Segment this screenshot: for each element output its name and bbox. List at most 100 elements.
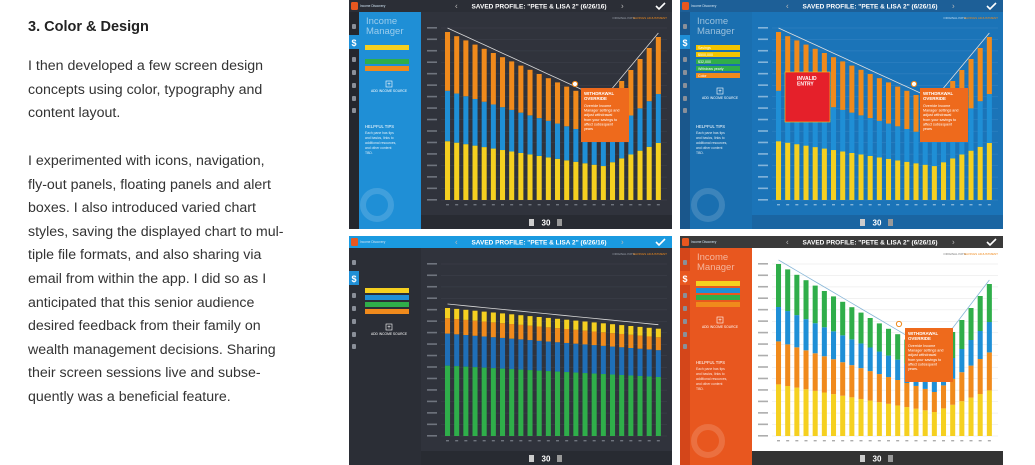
bar-segment bbox=[968, 108, 974, 151]
path-line bbox=[447, 27, 659, 100]
x-label-placeholder bbox=[574, 204, 578, 206]
sidebar bbox=[359, 248, 421, 465]
bar-segment bbox=[481, 311, 487, 322]
x-label-placeholder bbox=[804, 204, 808, 206]
field-label: $500,000 bbox=[698, 53, 713, 57]
bar-segment bbox=[646, 349, 652, 377]
bar-segment bbox=[941, 162, 947, 200]
bar-segment bbox=[950, 404, 956, 436]
add-plus: + bbox=[718, 89, 722, 95]
chart-icon bbox=[860, 219, 865, 226]
bar-segment bbox=[573, 129, 579, 162]
tips-title: HELPFUL TIPS bbox=[365, 124, 394, 129]
bar-segment bbox=[977, 394, 983, 436]
bar-segment bbox=[445, 365, 451, 436]
bar-segment bbox=[886, 158, 892, 200]
bar-segment bbox=[986, 284, 992, 322]
x-label-placeholder bbox=[620, 440, 624, 442]
axis-label-placeholder bbox=[758, 308, 768, 311]
x-label-placeholder bbox=[795, 440, 799, 442]
bar-segment bbox=[794, 40, 800, 97]
bar-segment bbox=[591, 164, 597, 200]
bottom-bar bbox=[421, 451, 672, 465]
nav-icon bbox=[683, 96, 687, 101]
income-row bbox=[696, 302, 740, 307]
bar-segment bbox=[858, 154, 864, 200]
bar-segment bbox=[968, 308, 974, 340]
bar-segment bbox=[986, 37, 992, 95]
nav-strip bbox=[349, 248, 359, 465]
callout-line: adjust withdrawal bbox=[908, 353, 936, 357]
x-label-placeholder bbox=[510, 440, 514, 442]
bar-segment bbox=[840, 335, 846, 363]
axis-label-placeholder bbox=[758, 274, 768, 277]
bar-segment bbox=[454, 319, 460, 335]
bar-segment bbox=[454, 308, 460, 320]
bar-segment bbox=[931, 412, 937, 436]
x-label-placeholder bbox=[923, 204, 927, 206]
x-label-placeholder bbox=[887, 440, 890, 442]
add-icon bbox=[385, 323, 393, 331]
bar-segment bbox=[840, 395, 846, 436]
bar-segment bbox=[490, 337, 496, 369]
bar-segment bbox=[610, 162, 616, 200]
bar-segment bbox=[821, 291, 827, 328]
callout-line: from your savings to bbox=[923, 118, 956, 122]
bar-segment bbox=[490, 148, 496, 200]
x-label-placeholder bbox=[519, 440, 523, 442]
bar-segment bbox=[831, 331, 837, 360]
x-label-placeholder bbox=[987, 204, 991, 206]
x-label-placeholder bbox=[932, 204, 936, 206]
override-marker bbox=[910, 80, 918, 88]
bar-segment bbox=[472, 335, 478, 368]
bar-segment bbox=[573, 161, 579, 200]
axis-label-placeholder bbox=[758, 27, 768, 29]
bar-segment bbox=[646, 101, 652, 147]
x-label-placeholder bbox=[822, 204, 826, 206]
app-name: Manager bbox=[697, 262, 735, 273]
file-icon bbox=[888, 219, 893, 226]
bar-segment bbox=[941, 408, 947, 436]
x-label-placeholder bbox=[519, 204, 523, 206]
callout-line: Manager settings and bbox=[584, 109, 619, 113]
bar-segment bbox=[849, 65, 855, 113]
tips-line: Each pane has tips bbox=[696, 131, 725, 135]
callout-line: affect subsequent bbox=[923, 122, 952, 126]
logo-text: Income Discovery bbox=[360, 4, 386, 8]
x-label-placeholder bbox=[804, 440, 808, 442]
bar-segment bbox=[867, 74, 873, 119]
bar-segment bbox=[445, 318, 451, 334]
bar-segment bbox=[812, 285, 818, 324]
logo-icon bbox=[682, 238, 689, 246]
income-row bbox=[696, 52, 740, 57]
axis-label-placeholder bbox=[758, 343, 768, 345]
bar-segment bbox=[794, 315, 800, 348]
axis-label-placeholder bbox=[427, 61, 437, 63]
axis-label-placeholder bbox=[758, 412, 768, 414]
logo-text: Income Discovery bbox=[691, 4, 717, 8]
axis-label-placeholder bbox=[758, 400, 768, 403]
bar-segment bbox=[518, 324, 524, 340]
callout-line: Override Income bbox=[584, 104, 611, 108]
x-label-placeholder bbox=[877, 440, 881, 442]
axis-label-placeholder bbox=[758, 320, 768, 322]
axis-label-placeholder bbox=[758, 84, 768, 86]
bar-segment bbox=[582, 344, 588, 374]
top-bar bbox=[349, 0, 672, 12]
axis-label-placeholder bbox=[427, 84, 437, 86]
bar-segment bbox=[646, 376, 652, 436]
bar-segment bbox=[886, 403, 892, 436]
bar-segment bbox=[445, 308, 451, 319]
x-label-placeholder bbox=[978, 204, 982, 206]
profile-title: SAVED PROFILE: "PETE & LISA 2" (6/26/16) bbox=[802, 239, 937, 246]
tips-line: and basics, links to bbox=[696, 372, 725, 376]
bar-segment bbox=[886, 82, 892, 124]
bar-segment bbox=[536, 340, 542, 371]
bar-segment bbox=[518, 65, 524, 113]
bar-segment bbox=[527, 69, 533, 116]
callout-line: years bbox=[584, 127, 593, 131]
add-plus: + bbox=[387, 325, 391, 331]
axis-label-placeholder bbox=[427, 164, 437, 167]
tips-line: additional resources, bbox=[696, 141, 727, 145]
logo-icon bbox=[351, 238, 358, 246]
